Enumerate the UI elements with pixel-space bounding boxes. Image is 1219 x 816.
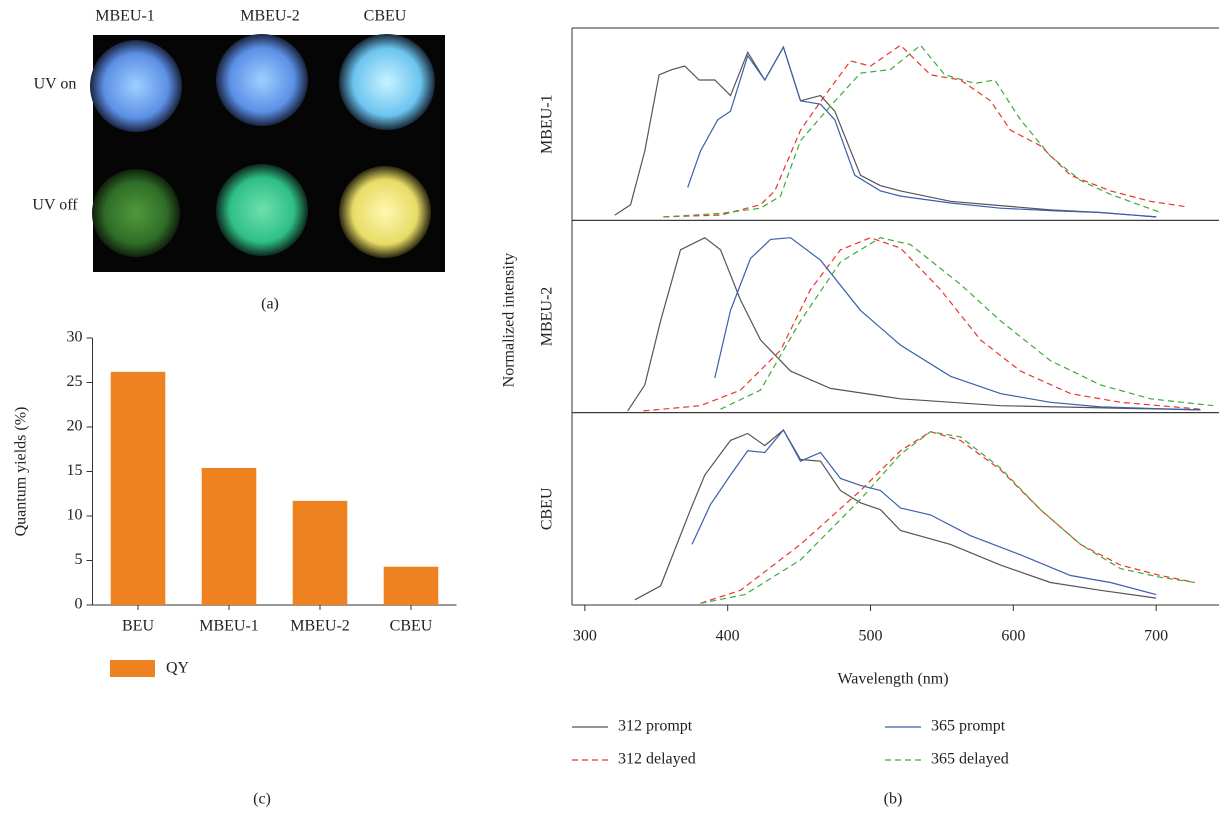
caption: (b) — [884, 791, 903, 808]
y-tick-label: 10 — [67, 507, 83, 524]
legend-label: 312 delayed — [618, 751, 696, 768]
spectrum-line — [634, 429, 1157, 601]
spectrum-line — [714, 237, 1201, 411]
column-label: MBEU-1 — [95, 8, 155, 25]
caption: (c) — [253, 791, 271, 808]
legend-label: 312 prompt — [618, 718, 693, 735]
row-label: UV on — [34, 76, 77, 93]
sample-glow — [92, 169, 180, 257]
y-axis-label: Normalized intensity — [501, 253, 518, 388]
legend-swatch — [110, 660, 155, 677]
spectrum-line — [614, 45, 1157, 218]
panel-label: MBEU-2 — [539, 287, 556, 347]
spectrum-line — [700, 431, 1195, 604]
spectrum-line — [627, 236, 1201, 412]
y-tick-label: 15 — [67, 462, 83, 479]
y-tick-label: 0 — [75, 596, 83, 613]
spectrum-line — [663, 44, 1185, 218]
x-tick-label: 300 — [573, 628, 597, 645]
column-label: MBEU-2 — [240, 8, 300, 25]
caption: (a) — [261, 296, 279, 313]
column-label: CBEU — [364, 8, 407, 25]
row-label: UV off — [32, 197, 78, 214]
bar — [110, 371, 166, 605]
y-tick-label: 25 — [67, 373, 83, 390]
legend-label: 365 delayed — [931, 751, 1009, 768]
x-tick-label: MBEU-1 — [199, 618, 259, 635]
panel-label: MBEU-1 — [539, 94, 556, 154]
x-tick-label: MBEU-2 — [290, 618, 350, 635]
x-tick-label: 400 — [716, 628, 740, 645]
panel-label: CBEU — [539, 487, 556, 530]
sample-glow — [339, 166, 431, 258]
spectrum-line — [663, 44, 1161, 218]
y-tick-label: 5 — [75, 551, 83, 568]
photo — [90, 34, 445, 272]
legend-label: 365 prompt — [931, 718, 1006, 735]
spectrum-line — [687, 45, 1157, 218]
x-tick-label: 500 — [859, 628, 883, 645]
x-tick-label: 600 — [1001, 628, 1025, 645]
spectrum-line — [720, 237, 1214, 410]
x-tick-label: 700 — [1144, 628, 1168, 645]
spectrum-line — [691, 428, 1157, 596]
sample-glow — [90, 40, 182, 132]
bar — [292, 500, 348, 605]
x-tick-label: BEU — [122, 618, 154, 635]
spectrum-line — [700, 431, 1195, 604]
y-tick-label: 20 — [67, 418, 83, 435]
bar — [383, 566, 439, 605]
x-axis-label: Wavelength (nm) — [837, 671, 948, 688]
bar — [201, 467, 257, 605]
spectrum-line — [643, 237, 1201, 412]
legend-label: QY — [166, 660, 190, 677]
x-tick-label: CBEU — [390, 618, 433, 635]
sample-glow — [216, 34, 308, 126]
sample-glow — [216, 164, 308, 256]
sample-glow — [339, 34, 435, 130]
y-tick-label: 30 — [67, 329, 83, 346]
y-axis-label: Quantum yields (%) — [13, 407, 30, 537]
